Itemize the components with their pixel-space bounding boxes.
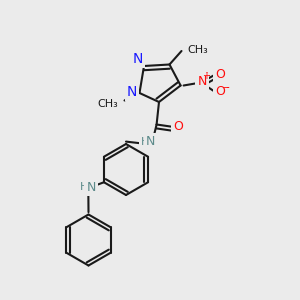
Text: −: − [222, 83, 230, 94]
Text: H: H [140, 136, 149, 147]
Text: CH₃: CH₃ [98, 98, 118, 109]
Text: O: O [215, 68, 225, 81]
Text: H: H [80, 182, 88, 192]
Text: N: N [197, 75, 207, 88]
Text: O: O [215, 68, 225, 81]
Text: N: N [127, 85, 137, 98]
Text: O: O [174, 120, 183, 134]
Text: O: O [174, 120, 183, 134]
Text: N: N [133, 52, 143, 66]
Text: N: N [146, 135, 155, 148]
Text: H: H [140, 136, 149, 147]
Text: N: N [86, 181, 96, 194]
Text: O: O [215, 85, 225, 98]
Text: −: − [222, 83, 230, 94]
Text: N: N [146, 135, 155, 148]
Text: N: N [86, 181, 96, 194]
Text: CH₃: CH₃ [187, 45, 208, 55]
Text: N: N [197, 75, 207, 88]
Text: +: + [202, 71, 210, 81]
Text: O: O [215, 85, 225, 98]
Text: N: N [133, 52, 143, 66]
Text: N: N [127, 85, 137, 98]
Text: H: H [80, 182, 88, 192]
Text: +: + [202, 71, 210, 81]
